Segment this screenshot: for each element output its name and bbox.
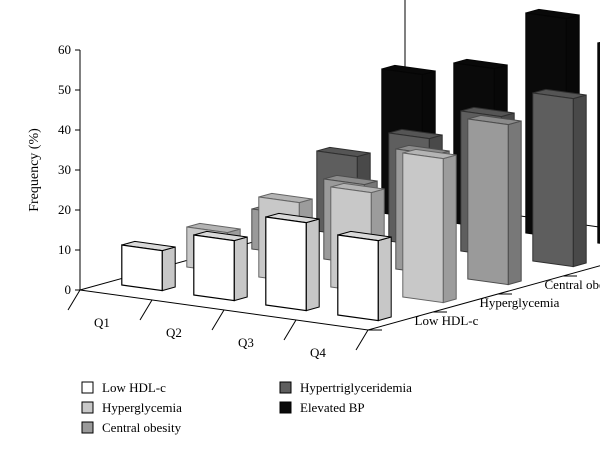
legend-swatch [279, 401, 292, 414]
bar-front [402, 152, 444, 304]
series-axis-label: Hyperglycemia [480, 295, 560, 310]
bar-low-hdl-c-q3 [265, 212, 320, 312]
bar-low-hdl-c-q1 [121, 240, 176, 292]
legend-swatch [81, 401, 94, 414]
bar-front [597, 42, 600, 244]
bar-side [161, 246, 176, 292]
x-tick-label: Q1 [94, 315, 110, 330]
legend-swatch [81, 381, 94, 394]
series-axis-label: Low HDL-c [415, 313, 479, 328]
y-axis-title: Frequency (%) [27, 128, 42, 212]
x-tick-label: Q4 [310, 345, 326, 360]
bar-hypertriglyceridemia-q4 [532, 88, 587, 268]
bar-side [572, 94, 587, 268]
bar-low-hdl-c-q2 [193, 230, 248, 302]
x-tick-mark [67, 289, 81, 311]
y-tick-label: 40 [58, 122, 71, 137]
x-tick-mark [355, 329, 369, 351]
y-tick-label: 50 [58, 82, 71, 97]
x-tick-label: Q2 [166, 325, 182, 340]
bar-front [532, 92, 574, 268]
bar-low-hdl-c-q4 [337, 230, 392, 322]
x-tick-mark [139, 299, 153, 321]
x-tick-label: Q3 [238, 335, 254, 350]
x-tick-mark [211, 309, 225, 331]
x-tick-mark [283, 319, 297, 341]
y-tick-label: 10 [58, 242, 71, 257]
bar-side [305, 218, 320, 312]
series-axis-label: Central obesity [545, 277, 600, 292]
legend-label: Hyperglycemia [102, 400, 182, 415]
bar-hyperglycemia-q4 [402, 148, 457, 304]
bar-side [507, 120, 522, 286]
bar-front [193, 234, 235, 302]
bar-side [233, 236, 248, 302]
y-tick-label: 60 [58, 42, 71, 57]
y-tick-label: 20 [58, 202, 71, 217]
legend-label: Low HDL-c [102, 380, 166, 395]
legend-swatch [81, 421, 94, 434]
bar-side [442, 154, 457, 304]
bar-central-obesity-q4 [467, 114, 522, 286]
bar-front [265, 216, 307, 312]
y-tick-label: 30 [58, 162, 71, 177]
bar-elevated-bp-q4 [597, 41, 600, 244]
bar-front [121, 244, 163, 292]
bar-side [377, 236, 392, 322]
legend-swatch [279, 381, 292, 394]
legend-label: Central obesity [102, 420, 182, 435]
bar-front [337, 234, 379, 322]
y-tick-label: 0 [65, 282, 72, 297]
legend-label: Elevated BP [300, 400, 365, 415]
legend-label: Hypertriglyceridemia [300, 380, 412, 395]
bar-front [467, 118, 509, 286]
